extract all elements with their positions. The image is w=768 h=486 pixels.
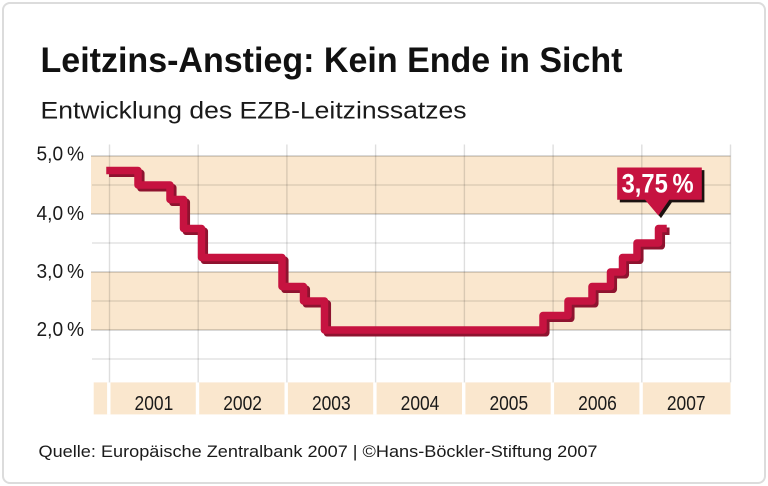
svg-text:5,0 %: 5,0 % <box>37 144 85 166</box>
svg-text:2005: 2005 <box>489 393 528 415</box>
svg-text:2003: 2003 <box>312 393 351 415</box>
svg-text:3,0 %: 3,0 % <box>37 261 85 283</box>
svg-text:2004: 2004 <box>401 393 440 415</box>
svg-text:3,75 %: 3,75 % <box>622 169 694 199</box>
svg-text:2,0 %: 2,0 % <box>37 319 85 341</box>
svg-text:2006: 2006 <box>578 393 617 415</box>
svg-text:2007: 2007 <box>667 393 706 415</box>
svg-text:Entwicklung des EZB-Leitzinssa: Entwicklung des EZB-Leitzinssatzes <box>41 98 467 125</box>
svg-text:Quelle: Europäische Zentralban: Quelle: Europäische Zentralbank 2007 | ©… <box>39 442 598 461</box>
svg-text:4,0 %: 4,0 % <box>37 203 85 225</box>
svg-text:2002: 2002 <box>223 393 262 415</box>
svg-text:Leitzins-Anstieg: Kein Ende in: Leitzins-Anstieg: Kein Ende in Sicht <box>41 41 623 80</box>
svg-text:2001: 2001 <box>135 393 174 415</box>
